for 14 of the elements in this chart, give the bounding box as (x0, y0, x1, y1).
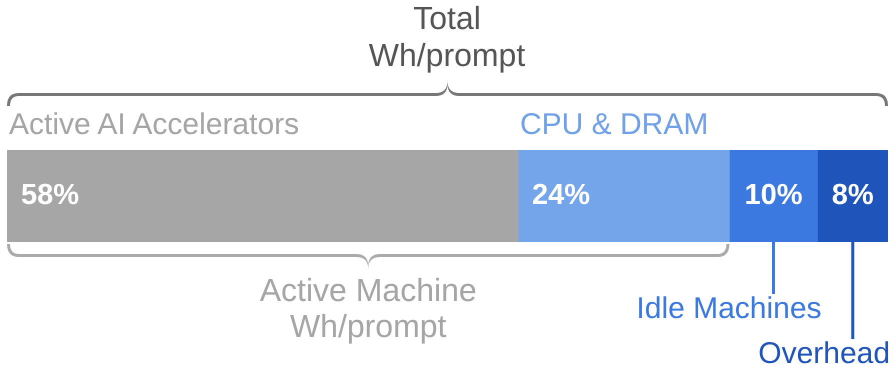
bar (7, 150, 518, 242)
data-label: 58% (21, 179, 80, 211)
bar (817, 150, 888, 242)
bar (729, 150, 818, 242)
text: Overhead (758, 337, 890, 371)
chart-title: Total Wh/prompt (368, 0, 526, 74)
bar (518, 150, 730, 242)
legend-label: Idle Machines (636, 292, 822, 326)
data-label: 24% (532, 179, 590, 211)
text: Active Machine Wh/prompt (258, 272, 478, 344)
series-label: Active AI Accelerators (9, 108, 300, 142)
data-label: 8% (832, 179, 874, 211)
data-label: 10% (744, 179, 803, 211)
series-label: CPU & DRAM (520, 108, 708, 142)
